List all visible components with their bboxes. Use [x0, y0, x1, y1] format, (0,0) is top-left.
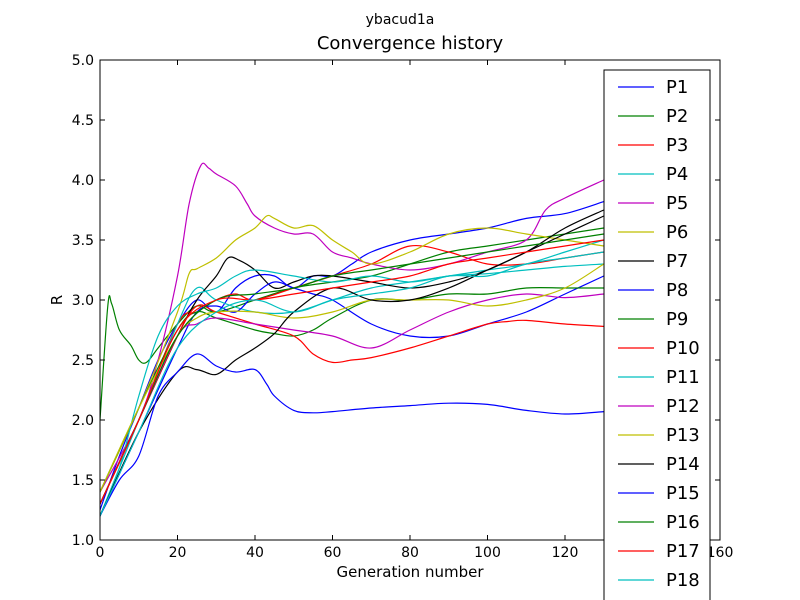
x-tick-label: 100: [474, 545, 501, 561]
y-axis-label: R: [48, 295, 66, 305]
legend-label-p1: P1: [666, 77, 688, 98]
chart-suptitle: ybacud1a: [366, 12, 435, 28]
y-tick-label: 1.0: [72, 533, 94, 549]
series-line-p1: [100, 201, 604, 511]
x-axis-label: Generation number: [337, 563, 485, 581]
y-tick-label: 2.0: [72, 413, 94, 429]
legend-label-p10: P10: [666, 338, 700, 359]
plot-area: [99, 59, 721, 541]
y-tick-label: 3.0: [72, 293, 94, 309]
legend-label-p17: P17: [666, 541, 700, 562]
series-lines: [100, 162, 605, 517]
legend-label-p4: P4: [666, 164, 688, 185]
legend-label-p18: P18: [666, 570, 700, 591]
series-line-p11: [100, 263, 604, 517]
series-line-p14: [100, 209, 605, 517]
series-line-p4: [100, 239, 604, 517]
legend-label-p13: P13: [666, 425, 700, 446]
legend-label-p16: P16: [666, 512, 700, 533]
x-tick-label: 120: [552, 545, 579, 561]
series-line-p18: [100, 251, 604, 517]
legend-label-p9: P9: [666, 309, 688, 330]
x-tick-label: 40: [246, 545, 264, 561]
y-tick-label: 4.0: [72, 173, 94, 189]
legend-label-p8: P8: [666, 280, 688, 301]
legend-label-p6: P6: [666, 222, 688, 243]
y-tick-label: 5.0: [72, 53, 94, 69]
chart-title: Convergence history: [317, 33, 504, 54]
series-line-p17: [100, 239, 604, 505]
legend-label-p3: P3: [666, 135, 688, 156]
legend-label-p7: P7: [666, 251, 688, 272]
legend-label-p14: P14: [666, 454, 700, 475]
y-tick-label: 4.5: [72, 113, 94, 129]
x-tick-label: 20: [169, 545, 187, 561]
series-line-p10: [100, 304, 604, 505]
legend-label-p11: P11: [666, 367, 700, 388]
series-line-p6: [100, 214, 604, 493]
y-tick-label: 2.5: [72, 353, 94, 369]
legend: P1 P2 P3 P4 P5 P6 P7 P8 P9 P10 P11 P12 P13 P14 P15 P16 P…: [603, 69, 711, 600]
y-tick-label: 1.5: [72, 473, 94, 489]
series-line-p2: [100, 227, 604, 421]
x-tick-label: 60: [324, 545, 342, 561]
series-line-p13: [100, 263, 605, 493]
series-line-p15: [100, 353, 604, 517]
series-line-p16: [100, 233, 604, 505]
axis-ticks: 0 20 40 60 80 100 120 160 1.0 1.5 2.0 2.5 3.0 3.5 4.0 4…: [72, 53, 734, 561]
x-tick-label: 160: [707, 545, 734, 561]
x-tick-label: 0: [96, 545, 105, 561]
legend-label-p15: P15: [666, 483, 700, 504]
x-tick-label: 80: [401, 545, 419, 561]
legend-box: [603, 69, 711, 600]
legend-label-p5: P5: [666, 193, 688, 214]
series-line-p8: [100, 275, 605, 517]
y-tick-label: 3.5: [72, 233, 94, 249]
legend-label-p12: P12: [666, 396, 700, 417]
legend-label-p2: P2: [666, 106, 688, 127]
